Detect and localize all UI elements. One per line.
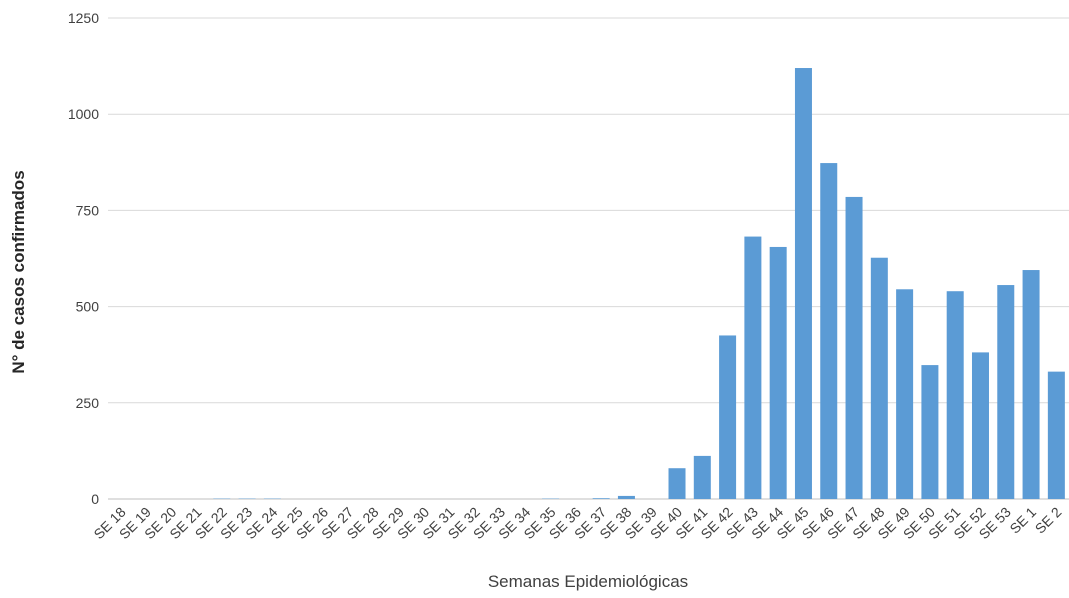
bar: [971, 352, 989, 499]
y-tick-label: 1250: [68, 10, 99, 26]
bar: [794, 68, 812, 500]
y-axis-label: N° de casos confirmados: [9, 170, 28, 373]
bar: [719, 335, 737, 499]
bar: [693, 455, 711, 499]
x-tick-label: SE 1: [1006, 504, 1039, 537]
bar: [617, 495, 635, 499]
x-axis-label: Semanas Epidemiológicas: [488, 572, 688, 591]
bar: [845, 196, 863, 499]
bar: [870, 257, 888, 499]
y-tick-label: 0: [91, 491, 99, 507]
bar: [997, 285, 1015, 499]
bars: [213, 68, 1065, 500]
bar: [668, 468, 686, 499]
y-tick-label: 250: [76, 395, 100, 411]
bar: [1047, 371, 1065, 499]
bar: [744, 236, 762, 499]
y-axis-ticks: 0 250 500 750 1000 1250: [68, 10, 99, 507]
y-tick-label: 750: [76, 202, 100, 218]
y-tick-label: 500: [76, 299, 100, 315]
bar: [896, 289, 914, 499]
bar: [769, 246, 787, 499]
bar: [1022, 270, 1040, 499]
bar: [592, 498, 610, 499]
y-tick-label: 1000: [68, 106, 99, 122]
bar: [820, 163, 838, 500]
x-tick-label: SE 2: [1032, 504, 1065, 537]
bar: [946, 291, 964, 499]
bar: [921, 365, 939, 499]
